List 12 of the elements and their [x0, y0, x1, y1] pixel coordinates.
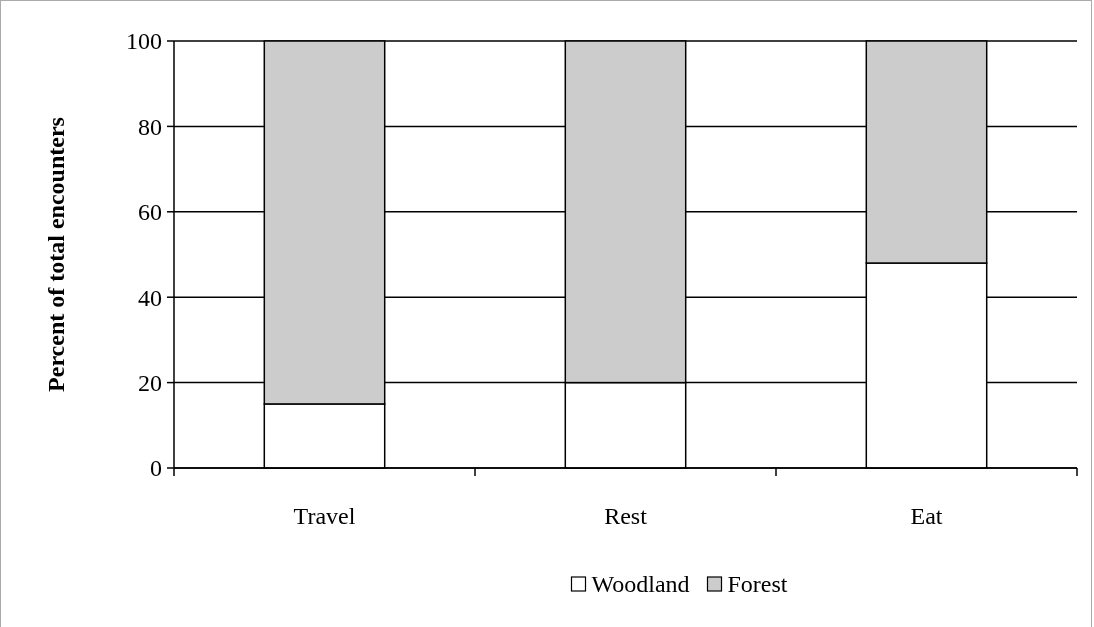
- y-tick-label: 60: [138, 199, 162, 226]
- y-tick-label: 100: [126, 28, 162, 55]
- y-axis-title: Percent of total encounters: [43, 117, 69, 392]
- x-tick-label: Rest: [604, 503, 648, 529]
- legend-label: Woodland: [591, 571, 690, 597]
- y-tick-label: 80: [138, 113, 162, 140]
- y-tick-label: 40: [138, 284, 162, 311]
- x-tick-label: Travel: [293, 503, 356, 529]
- y-tick-label: 20: [138, 370, 162, 396]
- y-tick-label: 0: [150, 455, 162, 482]
- legend-label: Forest: [727, 571, 788, 597]
- x-tick-label: Eat: [910, 503, 943, 529]
